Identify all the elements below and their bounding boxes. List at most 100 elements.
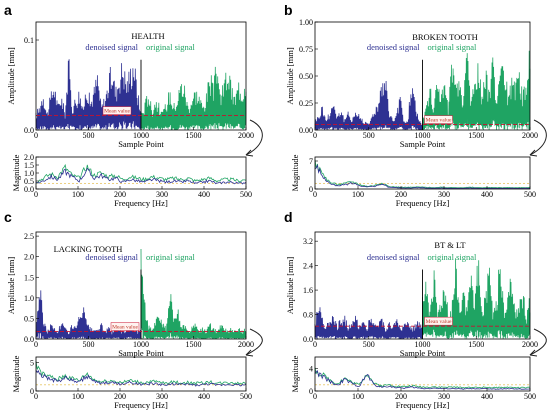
- y-tick-label: 1.0: [24, 294, 34, 303]
- original-legend-label: original signal: [428, 42, 478, 52]
- y-axis-label: Magnitude: [290, 355, 300, 392]
- spectrum-plot-d: 0 100 200 300 400 500 0 4 Frequency [Hz] Magnitud…: [290, 355, 536, 410]
- x-tick-label: 1500: [186, 131, 202, 140]
- x-tick-label: 100: [72, 190, 84, 199]
- y-tick-label: 0.00: [299, 126, 313, 135]
- y-tick-label: 5: [30, 359, 34, 368]
- x-tick-label: 200: [395, 392, 407, 401]
- x-tick-label: 200: [114, 392, 126, 401]
- x-tick-label: 100: [352, 392, 364, 401]
- y-tick-label: 0.1: [24, 36, 34, 45]
- x-tick-label: 400: [198, 190, 210, 199]
- x-tick-label: 100: [72, 392, 84, 401]
- y-tick-label: 0.50: [299, 72, 313, 81]
- y-tick-label: 0.8: [303, 311, 313, 320]
- x-tick-label: 500: [363, 340, 375, 349]
- x-tick-label: 500: [240, 190, 252, 199]
- x-tick-label: 0: [313, 131, 317, 140]
- x-axis-label: Sample Point: [400, 139, 446, 149]
- x-tick-label: 0: [313, 392, 317, 401]
- denoised-signal-line: [35, 290, 142, 340]
- x-axis-label: Sample Point: [118, 348, 164, 358]
- x-tick-label: 300: [438, 190, 450, 199]
- x-tick-label: 0: [313, 340, 317, 349]
- x-axis-label: Sample Point: [118, 139, 164, 149]
- panel-letter-b: b: [284, 2, 293, 18]
- x-tick-label: 0: [313, 190, 317, 199]
- x-tick-label: 400: [198, 392, 210, 401]
- condition-title: BROKEN TOOTH: [412, 32, 478, 42]
- y-tick-label: 2.0: [24, 153, 34, 162]
- x-tick-label: 400: [481, 392, 493, 401]
- mean-value-label: Mean value: [426, 319, 452, 325]
- plot-frame: [314, 356, 531, 392]
- y-axis-label: Amplitude [mm]: [6, 257, 16, 315]
- y-axis-label: Magnitude: [290, 154, 300, 191]
- denoised-legend-label: denoised signal: [85, 252, 138, 262]
- x-tick-label: 500: [363, 131, 375, 140]
- y-axis-label: Magnitude: [11, 355, 21, 392]
- y-tick-label: 0.75: [299, 45, 313, 54]
- x-tick-label: 0: [34, 131, 38, 140]
- y-axis-label: Amplitude [mm]: [6, 47, 16, 105]
- denoised-legend-label: denoised signal: [367, 42, 420, 52]
- spectrum-plot-a: 0 100 200 300 400 500 0.00.51.01.52.0 Frequency…: [11, 153, 252, 208]
- x-tick-label: 2000: [238, 131, 254, 140]
- original-signal-line: [140, 66, 247, 131]
- y-tick-label: 0.0: [24, 126, 34, 135]
- x-tick-label: 500: [524, 392, 536, 401]
- x-axis-label: Frequency [Hz]: [114, 198, 168, 208]
- y-tick-label: 0.25: [299, 99, 313, 108]
- original-spectrum-line: [314, 367, 530, 389]
- x-tick-label: 1000: [133, 340, 149, 349]
- arrow-c: [245, 328, 263, 356]
- panel-letter-d: d: [284, 209, 293, 225]
- arrow-a: [245, 119, 263, 156]
- x-axis-label: Frequency [Hz]: [396, 400, 450, 410]
- y-tick-label: 1.5: [24, 161, 34, 170]
- original-signal-line: [140, 248, 247, 340]
- y-axis-label: Magnitude: [11, 154, 21, 191]
- x-tick-label: 2000: [522, 340, 538, 349]
- x-tick-label: 2000: [238, 340, 254, 349]
- denoised-legend-label: denoised signal: [85, 42, 138, 52]
- panel-d: d Mean value BT & LT denoised signal origin…: [284, 209, 547, 410]
- x-axis-label: Frequency [Hz]: [396, 198, 450, 208]
- mean-value-label: Mean value: [112, 325, 138, 331]
- spectrum-plot-c: 0 100 200 300 400 500 0 5 Frequency [Hz] Magnitud…: [11, 355, 252, 410]
- mean-value-label: Mean value: [426, 118, 452, 124]
- denoised-spectrum-line: [35, 369, 247, 387]
- mean-value-box: [110, 322, 140, 331]
- mean-value-box: [102, 106, 132, 115]
- original-signal-line: [422, 258, 531, 339]
- denoised-spectrum-line: [35, 167, 247, 185]
- y-tick-label: 0.5: [24, 177, 34, 186]
- denoised-signal-line: [35, 59, 142, 131]
- denoised-spectrum-line: [314, 370, 531, 390]
- x-tick-label: 0: [34, 340, 38, 349]
- denoised-legend-label: denoised signal: [367, 252, 420, 262]
- mean-value-box: [424, 316, 453, 326]
- x-tick-label: 400: [481, 190, 493, 199]
- y-tick-label: 0.5: [24, 314, 34, 323]
- arrow-head: [529, 149, 538, 157]
- y-tick-label: 1.6: [303, 286, 313, 295]
- original-spectrum-line: [35, 163, 247, 184]
- y-tick-label: 0: [309, 387, 313, 396]
- original-spectrum-line: [314, 159, 531, 189]
- plot-frame: [35, 356, 247, 392]
- x-tick-label: 300: [156, 392, 168, 401]
- x-tick-label: 0: [34, 190, 38, 199]
- x-tick-label: 1000: [415, 131, 431, 140]
- original-legend-label: original signal: [146, 252, 196, 262]
- panel-letter-c: c: [4, 209, 12, 225]
- arrow-head: [529, 349, 538, 357]
- mean-value-label: Mean value: [104, 109, 130, 115]
- y-tick-label: 1.5: [24, 273, 34, 282]
